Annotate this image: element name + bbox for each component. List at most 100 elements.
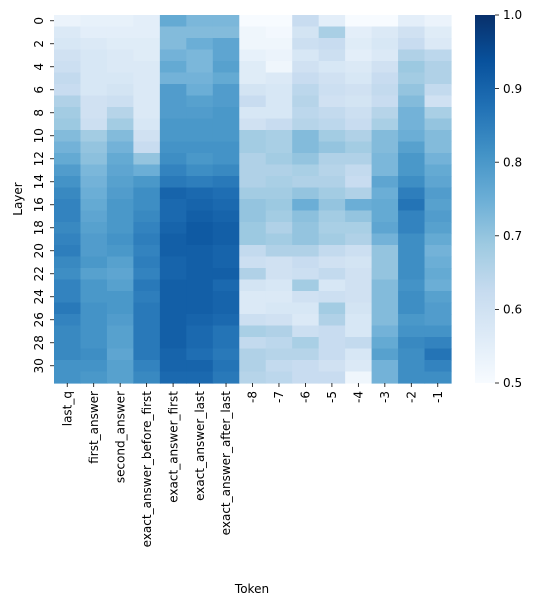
heatmap-cell — [239, 141, 267, 154]
heatmap-cell — [345, 256, 373, 269]
heatmap-cell — [133, 95, 161, 108]
heatmap-cell — [106, 72, 134, 85]
heatmap-cell — [186, 141, 214, 154]
heatmap-cell — [80, 176, 108, 189]
heatmap-cell — [292, 210, 320, 223]
y-axis-title: Layer — [11, 182, 25, 216]
heatmap-cell — [186, 371, 214, 384]
heatmap-cell — [318, 49, 346, 62]
heatmap-cell — [398, 153, 426, 166]
heatmap-cell — [239, 84, 267, 97]
heatmap-cell — [133, 61, 161, 74]
heatmap-cell — [80, 164, 108, 177]
heatmap-cell — [398, 199, 426, 212]
heatmap-cell — [239, 72, 267, 85]
heatmap-cell — [159, 118, 187, 131]
heatmap-cell — [212, 61, 240, 74]
heatmap-cell — [54, 348, 82, 361]
heatmap-cell — [239, 222, 267, 235]
heatmap-cell — [424, 325, 452, 338]
heatmap-cell — [371, 222, 399, 235]
heatmap-cell — [398, 84, 426, 97]
heatmap-cell — [212, 210, 240, 223]
heatmap-cell — [398, 107, 426, 120]
heatmap-cell — [106, 199, 134, 212]
heatmap-cell — [186, 256, 214, 269]
heatmap-cell — [292, 61, 320, 74]
colorbar-ticks: 0.5 0.6 0.7 0.8 0.9 1.0 — [495, 8, 522, 390]
heatmap-cell — [133, 187, 161, 200]
heatmap-cell — [54, 371, 82, 384]
heatmap-cell — [54, 130, 82, 143]
heatmap-cell — [186, 245, 214, 258]
heatmap-cell — [186, 314, 214, 327]
heatmap-cell — [398, 164, 426, 177]
heatmap-cell — [106, 233, 134, 246]
heatmap-cell — [292, 371, 320, 384]
heatmap-cell — [398, 348, 426, 361]
colorbar-tick-label: 0.5 — [503, 376, 522, 390]
heatmap-cell — [239, 360, 267, 373]
colorbar-tick-label: 0.7 — [503, 229, 522, 243]
heatmap-cell — [106, 38, 134, 51]
heatmap-cell — [212, 360, 240, 373]
heatmap-cell — [239, 176, 267, 189]
x-tick-label: -2 — [405, 391, 419, 403]
heatmap-cell — [54, 325, 82, 338]
heatmap-cell — [345, 141, 373, 154]
heatmap-cell — [265, 15, 293, 28]
heatmap-cell — [371, 325, 399, 338]
heatmap-cell — [159, 245, 187, 258]
y-tick-label: 16 — [32, 197, 46, 212]
heatmap-cell — [371, 348, 399, 361]
heatmap-cell — [80, 210, 108, 223]
heatmap-cell — [80, 153, 108, 166]
heatmap-cell — [265, 84, 293, 97]
heatmap-cell — [159, 222, 187, 235]
heatmap-cell — [159, 49, 187, 62]
heatmap-cell — [239, 95, 267, 108]
x-tick-label: exact_answer_last — [193, 391, 207, 501]
heatmap-cell — [318, 348, 346, 361]
heatmap-cell — [265, 153, 293, 166]
heatmap-cell — [239, 268, 267, 281]
heatmap-cell — [318, 164, 346, 177]
heatmap-cell — [265, 210, 293, 223]
heatmap-cell — [80, 141, 108, 154]
heatmap-cell — [159, 130, 187, 143]
heatmap-cell — [239, 49, 267, 62]
heatmap-cell — [54, 49, 82, 62]
heatmap-cell — [106, 107, 134, 120]
heatmap-cell — [424, 268, 452, 281]
heatmap-cell — [265, 95, 293, 108]
heatmap-cell — [80, 107, 108, 120]
heatmap-cell — [186, 84, 214, 97]
heatmap-cell — [292, 176, 320, 189]
heatmap-cell — [424, 222, 452, 235]
heatmap-cell — [292, 49, 320, 62]
x-axis-title: Token — [234, 582, 269, 596]
heatmap-cell — [186, 95, 214, 108]
heatmap-cell — [265, 141, 293, 154]
y-tick-label: 20 — [32, 243, 46, 258]
heatmap-cell — [54, 187, 82, 200]
heatmap-cell — [159, 268, 187, 281]
heatmap-cell — [424, 130, 452, 143]
y-tick-label: 28 — [32, 335, 46, 350]
heatmap-cell — [54, 337, 82, 350]
heatmap-cell — [186, 61, 214, 74]
heatmap-cell — [80, 130, 108, 143]
heatmap-cell — [424, 302, 452, 315]
heatmap-cell — [80, 360, 108, 373]
heatmap-cell — [371, 15, 399, 28]
heatmap-cell — [371, 187, 399, 200]
heatmap-cell — [159, 187, 187, 200]
heatmap-cell — [80, 233, 108, 246]
heatmap-cell — [265, 348, 293, 361]
heatmap-cell — [292, 130, 320, 143]
heatmap-cell — [159, 61, 187, 74]
heatmap-cell — [318, 268, 346, 281]
heatmap-cell — [80, 95, 108, 108]
heatmap-cell — [345, 279, 373, 292]
